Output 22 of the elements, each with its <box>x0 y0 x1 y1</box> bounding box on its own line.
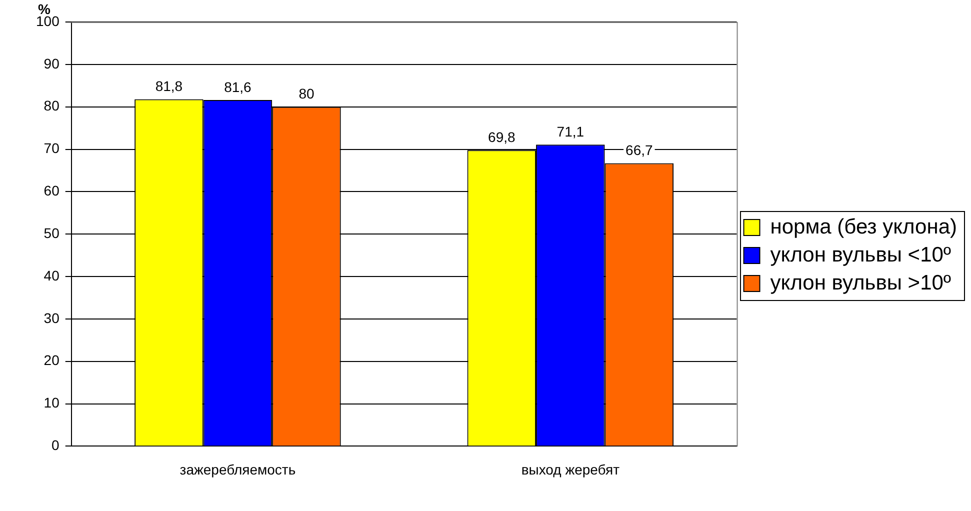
data-label: 66,7 <box>626 142 654 158</box>
y-tick-label: 70 <box>44 140 60 156</box>
y-axis-title: % <box>38 0 51 17</box>
y-tick-label: 90 <box>44 55 60 72</box>
data-label: 69,8 <box>488 128 516 145</box>
data-label: 81,6 <box>224 78 252 95</box>
data-label: 71,1 <box>556 123 584 140</box>
x-tick-label: выход жеребят <box>521 461 620 478</box>
y-tick-label: 10 <box>44 394 60 411</box>
y-tick-label: 0 <box>52 437 60 454</box>
y-tick-label: 60 <box>44 182 60 199</box>
legend-label: уклон вульвы <10º <box>770 243 952 266</box>
y-tick-label: 50 <box>44 224 60 241</box>
legend-label: уклон вульвы >10º <box>770 271 952 294</box>
y-tick-label: 20 <box>44 352 60 368</box>
y-tick-label: 30 <box>44 310 60 326</box>
data-label: 80 <box>298 86 314 102</box>
legend-label: норма (без уклона) <box>770 215 957 238</box>
y-tick-label: 40 <box>44 267 60 284</box>
data-label: 81,8 <box>155 78 183 94</box>
y-tick-label: 80 <box>44 98 60 114</box>
x-tick-label: зажеребляемость <box>180 461 296 478</box>
